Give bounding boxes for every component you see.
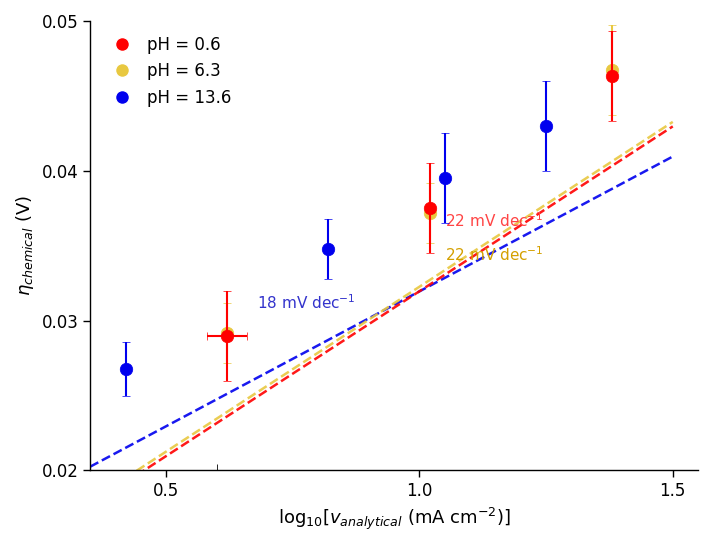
Text: 22 mV dec$^{-1}$: 22 mV dec$^{-1}$ <box>445 246 543 264</box>
Legend: pH = 0.6, pH = 6.3, pH = 13.6: pH = 0.6, pH = 6.3, pH = 13.6 <box>98 29 238 113</box>
Text: 18 mV dec$^{-1}$: 18 mV dec$^{-1}$ <box>257 294 356 312</box>
X-axis label: log$_{10}$[$v_{analytical}$ (mA cm$^{-2}$)]: log$_{10}$[$v_{analytical}$ (mA cm$^{-2}… <box>278 506 511 532</box>
Text: 22 mV dec$^{-1}$: 22 mV dec$^{-1}$ <box>445 211 543 230</box>
Y-axis label: $\eta_{chemical}$ (V): $\eta_{chemical}$ (V) <box>14 195 36 296</box>
